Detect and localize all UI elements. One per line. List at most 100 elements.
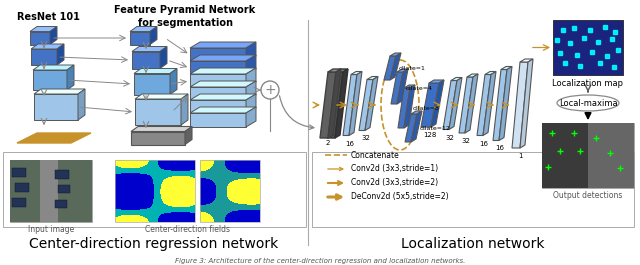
Polygon shape <box>190 100 246 114</box>
Polygon shape <box>467 74 478 77</box>
Polygon shape <box>429 80 444 83</box>
Polygon shape <box>397 69 408 104</box>
Polygon shape <box>190 68 256 74</box>
Text: Local-maxima: Local-maxima <box>559 99 618 108</box>
Text: 32: 32 <box>362 135 371 142</box>
Polygon shape <box>132 51 160 68</box>
Bar <box>15 183 29 192</box>
Text: 128: 128 <box>423 132 436 138</box>
Polygon shape <box>190 107 256 113</box>
Text: dilate=1: dilate=1 <box>399 65 426 70</box>
Polygon shape <box>34 94 78 120</box>
Polygon shape <box>190 113 246 127</box>
Polygon shape <box>160 46 167 68</box>
Polygon shape <box>246 94 256 114</box>
Bar <box>40 160 58 222</box>
Polygon shape <box>459 77 473 133</box>
Polygon shape <box>33 65 74 70</box>
Text: Input image: Input image <box>28 225 74 234</box>
Polygon shape <box>190 55 256 61</box>
Polygon shape <box>390 53 401 80</box>
Polygon shape <box>411 111 422 114</box>
Polygon shape <box>50 26 57 45</box>
Bar <box>115 160 195 222</box>
Polygon shape <box>465 74 478 133</box>
Polygon shape <box>328 69 341 138</box>
Polygon shape <box>390 53 401 56</box>
Polygon shape <box>150 26 157 45</box>
Text: dilate=8: dilate=8 <box>413 105 440 111</box>
Polygon shape <box>31 49 57 65</box>
Bar <box>3 152 306 227</box>
Polygon shape <box>431 80 444 127</box>
Polygon shape <box>512 62 528 148</box>
Polygon shape <box>391 72 403 104</box>
Bar <box>12 198 26 207</box>
Text: Output detections: Output detections <box>554 191 623 200</box>
Polygon shape <box>384 56 396 80</box>
Polygon shape <box>246 68 256 88</box>
Circle shape <box>261 81 279 99</box>
Polygon shape <box>181 94 188 125</box>
Bar <box>55 200 67 208</box>
Polygon shape <box>131 126 192 131</box>
Polygon shape <box>320 72 336 138</box>
Polygon shape <box>17 133 91 143</box>
Polygon shape <box>421 83 439 127</box>
Polygon shape <box>483 72 496 135</box>
Polygon shape <box>78 89 85 120</box>
Polygon shape <box>170 68 177 95</box>
Text: 16: 16 <box>495 145 504 152</box>
Polygon shape <box>397 69 408 72</box>
Text: 32: 32 <box>445 135 454 140</box>
Polygon shape <box>246 42 256 62</box>
Polygon shape <box>30 26 57 32</box>
Polygon shape <box>57 44 64 65</box>
Polygon shape <box>335 69 348 138</box>
Text: dilate=4: dilate=4 <box>406 86 433 91</box>
Polygon shape <box>443 81 457 130</box>
Text: Concatenate: Concatenate <box>351 151 400 160</box>
Polygon shape <box>246 81 256 101</box>
Bar <box>588 123 634 188</box>
Polygon shape <box>405 114 417 142</box>
Polygon shape <box>30 32 50 45</box>
Polygon shape <box>359 80 373 130</box>
Polygon shape <box>31 44 64 49</box>
Text: Conv2d (3x3,stride=1): Conv2d (3x3,stride=1) <box>351 165 438 174</box>
Polygon shape <box>404 85 415 88</box>
Polygon shape <box>349 72 362 135</box>
Polygon shape <box>246 107 256 127</box>
Polygon shape <box>335 69 348 72</box>
Polygon shape <box>190 48 246 62</box>
Polygon shape <box>367 77 378 80</box>
Bar <box>553 20 623 75</box>
Text: Center-direction regression network: Center-direction regression network <box>29 237 278 251</box>
Bar <box>12 168 26 177</box>
Text: 2: 2 <box>326 140 330 146</box>
Text: Feature Pyramid Network
for segmentation: Feature Pyramid Network for segmentation <box>115 5 255 28</box>
Polygon shape <box>135 99 181 125</box>
Text: 1: 1 <box>518 153 522 159</box>
Polygon shape <box>134 68 177 73</box>
Polygon shape <box>185 126 192 144</box>
Polygon shape <box>190 61 246 75</box>
Bar <box>542 123 634 188</box>
Text: Figure 3: Architecture of the center-direction regression and localization netwo: Figure 3: Architecture of the center-dir… <box>175 258 465 264</box>
Bar <box>10 160 92 222</box>
Polygon shape <box>411 111 422 142</box>
Text: ResNet 101: ResNet 101 <box>17 12 79 22</box>
Bar <box>55 170 69 179</box>
Polygon shape <box>246 55 256 75</box>
FancyArrowPatch shape <box>280 96 314 129</box>
Bar <box>200 160 260 222</box>
Text: Localization network: Localization network <box>401 237 545 251</box>
Text: Center-direction fields: Center-direction fields <box>145 225 230 234</box>
Text: DeConv2d (5x5,stride=2): DeConv2d (5x5,stride=2) <box>351 192 449 201</box>
Bar <box>312 152 634 227</box>
Text: dilate=12: dilate=12 <box>420 126 451 130</box>
Polygon shape <box>327 72 343 138</box>
Polygon shape <box>520 59 533 148</box>
Polygon shape <box>190 94 256 100</box>
Polygon shape <box>67 65 74 90</box>
